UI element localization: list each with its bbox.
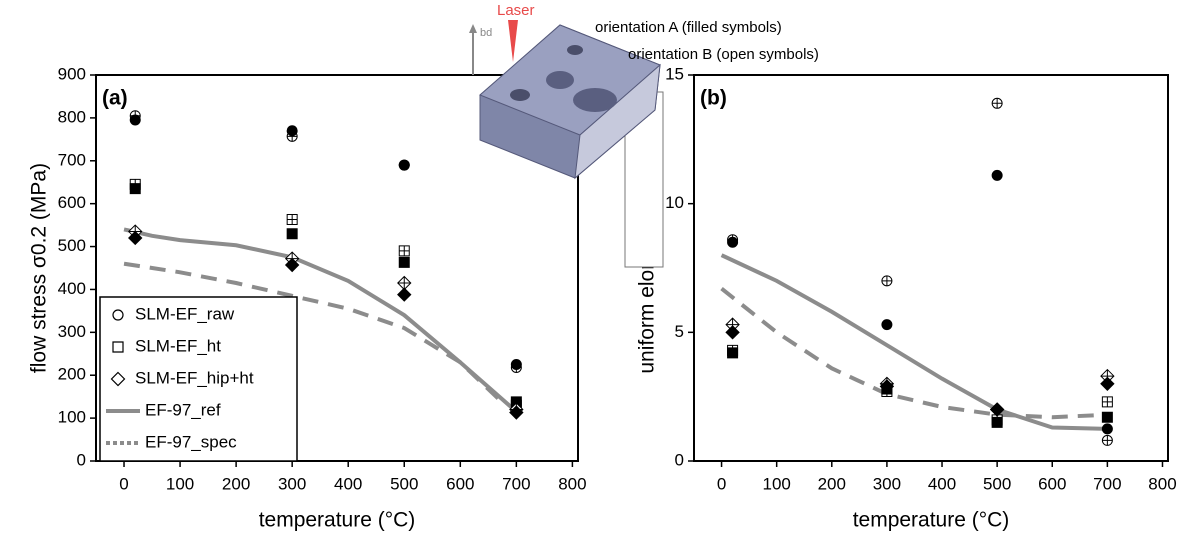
y-tick-label: 10	[665, 193, 684, 212]
x-tick-label: 200	[818, 474, 846, 493]
laser-beam	[508, 20, 518, 62]
hole	[510, 89, 530, 101]
filled-marker	[398, 159, 410, 171]
filled-marker	[727, 347, 739, 359]
filled-marker	[1101, 411, 1113, 423]
open-marker	[286, 214, 298, 226]
y-tick-label: 600	[58, 193, 86, 212]
legend-marker	[112, 309, 124, 321]
filled-marker	[725, 325, 740, 340]
line-series	[720, 287, 1108, 420]
orientation-a-label: orientation A (filled symbols)	[595, 19, 782, 36]
y-tick-label: 100	[58, 408, 86, 427]
inset: bd Laser orientation A (filled symbols) …	[469, 2, 819, 268]
bd-label: bd	[480, 27, 492, 39]
legend-label: SLM-EF_ht	[135, 336, 221, 355]
filled-marker	[286, 228, 298, 240]
open-marker	[881, 275, 893, 287]
legend-marker	[112, 341, 124, 353]
x-tick-label: 100	[762, 474, 790, 493]
laser-label: Laser	[497, 2, 535, 19]
y-tick-label: 0	[77, 450, 86, 469]
bd-arrowhead	[469, 24, 477, 33]
y-tick-label: 400	[58, 279, 86, 298]
line-series	[720, 253, 1108, 431]
panel-label: (a)	[102, 87, 128, 110]
x-tick-label: 800	[558, 474, 586, 493]
filled-marker	[129, 183, 141, 195]
y-tick-label: 800	[58, 107, 86, 126]
filled-marker	[1100, 376, 1115, 392]
plot-frame	[693, 74, 1169, 462]
filled-marker	[991, 169, 1003, 181]
x-tick-label: 500	[390, 474, 418, 493]
filled-marker	[510, 359, 522, 370]
filled-marker	[128, 230, 143, 246]
y-tick-label: 5	[675, 322, 684, 341]
x-tick-label: 0	[119, 474, 128, 493]
legend-label: SLM-EF_raw	[135, 304, 235, 323]
y-tick-label: 900	[58, 64, 86, 83]
legend-label: EF-97_spec	[145, 432, 237, 451]
y-tick-label: 500	[58, 236, 86, 255]
filled-marker	[727, 236, 739, 248]
x-tick-label: 300	[278, 474, 306, 493]
y-axis-label: flow stress σ0.2 (MPa)	[28, 163, 51, 373]
x-axis-label: temperature (°C)	[853, 509, 1010, 532]
x-tick-label: 600	[446, 474, 474, 493]
x-tick-label: 400	[928, 474, 956, 493]
x-tick-label: 0	[717, 474, 726, 493]
y-tick-label: 700	[58, 150, 86, 169]
legend-marker	[110, 371, 126, 387]
y-tick-label: 0	[675, 450, 684, 469]
filled-marker	[1101, 423, 1113, 435]
part-side	[574, 63, 661, 180]
open-marker	[1101, 396, 1113, 408]
filled-marker	[509, 405, 524, 420]
x-tick-label: 700	[1093, 474, 1121, 493]
pocket	[546, 71, 574, 89]
hole	[567, 45, 583, 55]
orientation-b-label: orientation B (open symbols)	[628, 46, 819, 63]
y-tick-label: 200	[58, 365, 86, 384]
x-tick-label: 700	[502, 474, 530, 493]
panel-label: (b)	[700, 87, 727, 110]
x-tick-label: 200	[222, 474, 250, 493]
legend-label: EF-97_ref	[145, 400, 221, 419]
legend-box	[99, 296, 298, 462]
x-tick-label: 800	[1148, 474, 1176, 493]
x-tick-label: 600	[1038, 474, 1066, 493]
x-tick-label: 100	[166, 474, 194, 493]
filled-marker	[879, 379, 895, 394]
filled-marker	[398, 256, 410, 268]
open-marker	[991, 97, 1003, 109]
open-marker	[398, 245, 410, 257]
plots: 0 100 200 300 400 500 600 700 800010020030040050…	[28, 64, 1177, 531]
plot-frame	[95, 74, 579, 462]
filled-marker	[989, 402, 1005, 417]
y-tick-label: 300	[58, 322, 86, 341]
filled-marker	[129, 114, 141, 126]
x-tick-label: 300	[873, 474, 901, 493]
x-axis-label: temperature (°C)	[259, 509, 416, 532]
open-marker	[1101, 434, 1113, 446]
filled-marker	[284, 257, 300, 273]
filled-marker	[991, 416, 1003, 428]
x-tick-label: 400	[334, 474, 362, 493]
filled-marker	[881, 319, 893, 331]
pocket	[573, 88, 617, 112]
legend-label: SLM-EF_hip+ht	[135, 368, 254, 387]
filled-marker	[510, 396, 522, 408]
filled-marker	[286, 125, 298, 137]
y-tick-label: 15	[665, 64, 684, 83]
line-series	[123, 261, 507, 407]
x-tick-label: 500	[983, 474, 1011, 493]
filled-marker	[397, 287, 412, 302]
